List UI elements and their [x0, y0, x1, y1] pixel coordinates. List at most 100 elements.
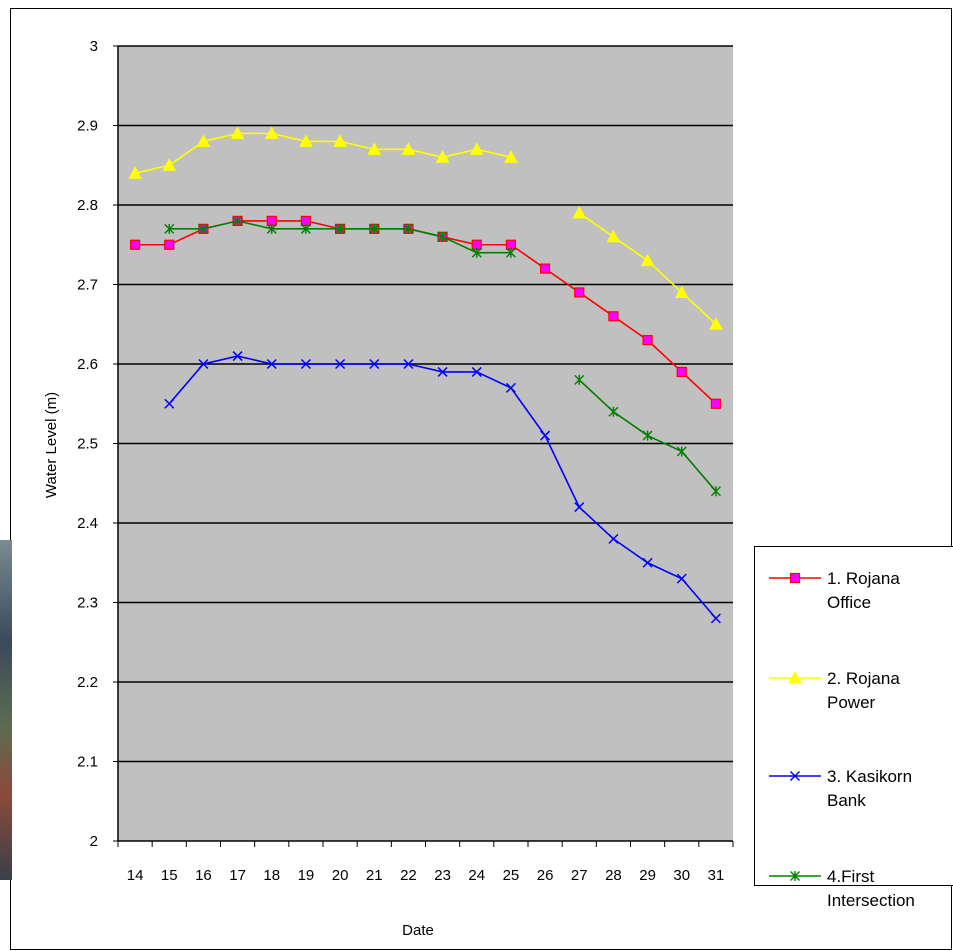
legend-label-line: 3. Kasikorn	[827, 767, 913, 786]
legend-label: 2. Rojana Power	[827, 667, 953, 715]
legend-item-rojana-power: 2. Rojana Power	[765, 667, 953, 727]
x-tick-label: 26	[537, 867, 554, 884]
data-point	[640, 253, 655, 267]
legend-label-line: 4.First	[827, 867, 875, 886]
legend-label: 1. Rojana Office	[827, 567, 953, 615]
legend-item-rojana-office: 1. Rojana Office	[765, 567, 953, 627]
legend-label-line: Office	[827, 593, 872, 612]
data-point	[608, 311, 619, 322]
data-point	[471, 366, 482, 377]
legend-label: 3. Kasikorn Bank	[827, 765, 953, 813]
data-point	[128, 166, 142, 179]
data-point	[164, 223, 175, 234]
data-point	[198, 358, 209, 370]
data-point	[198, 223, 209, 234]
data-point	[674, 285, 689, 298]
data-point	[266, 223, 277, 234]
y-tick-label: 2.5	[77, 436, 98, 453]
legend-item-kasikorn-bank: 3. Kasikorn Bank	[765, 765, 953, 825]
x-tick-label: 15	[161, 867, 178, 884]
y-tick-label: 2.2	[77, 674, 98, 691]
data-point	[162, 158, 177, 171]
x-tick-label: 16	[195, 867, 212, 884]
data-point	[574, 502, 585, 513]
gridlines	[118, 45, 733, 763]
data-point	[710, 486, 721, 497]
legend-key-kasikorn-bank	[769, 770, 821, 782]
data-point	[469, 142, 484, 155]
data-point	[129, 239, 141, 250]
y-tick-label: 2.3	[77, 595, 98, 612]
data-point	[642, 335, 653, 346]
data-point	[164, 239, 175, 250]
data-point	[299, 134, 313, 147]
x-axis-title: Date	[402, 922, 434, 939]
axes	[113, 45, 734, 847]
data-point	[505, 247, 516, 258]
data-point	[539, 263, 551, 274]
data-point	[676, 446, 687, 457]
data-point	[300, 223, 311, 234]
y-axis-title: Water Level (m)	[43, 392, 60, 498]
legend-item-first-intersection: 4.First Intersection	[765, 865, 953, 925]
y-tick-label: 2.7	[77, 277, 98, 294]
data-point	[676, 366, 687, 378]
data-point	[471, 247, 482, 258]
data-point	[608, 533, 619, 544]
data-point	[572, 205, 587, 219]
y-tick-label: 3	[90, 38, 98, 55]
legend-label-line: Bank	[827, 791, 866, 810]
x-tick-label: 28	[605, 867, 622, 884]
data-point	[232, 215, 243, 226]
data-point	[505, 382, 516, 393]
background-photo-strip	[0, 540, 12, 880]
y-tick-label: 2.8	[77, 197, 98, 214]
x-tick-label: 27	[571, 867, 588, 884]
data-point	[403, 223, 414, 234]
data-point	[196, 134, 211, 147]
data-point	[608, 406, 619, 417]
legend: 1. Rojana Office 2. Rojana Power 3. Kasi…	[754, 546, 953, 910]
x-tick-label: 20	[332, 867, 349, 884]
series-2-rojana-power	[128, 126, 723, 330]
x-tick-label: 14	[127, 867, 144, 884]
x-tick-label: 29	[639, 867, 656, 884]
tick-labels: 2 2.1 2.2 2.3 2.4 2.5 2.6 2.7 2.8 2.9 3 14 15 16 17 18 1…	[77, 38, 724, 884]
series-4-first-intersection	[164, 215, 721, 497]
x-tick-label: 19	[298, 867, 315, 884]
series-layer	[128, 126, 723, 624]
data-point	[403, 358, 414, 370]
legend-key-rojana-office	[769, 572, 821, 584]
data-point	[676, 573, 687, 584]
legend-key-marker	[789, 770, 801, 782]
y-tick-label: 2.4	[77, 515, 98, 532]
legend-label-line: 2. Rojana	[827, 669, 900, 688]
y-tick-label: 2.1	[77, 754, 98, 771]
data-point	[709, 317, 723, 330]
legend-label: 4.First Intersection	[827, 865, 953, 913]
data-point	[574, 287, 585, 298]
legend-key-marker	[789, 572, 801, 584]
legend-key-marker	[790, 871, 800, 881]
data-point	[642, 430, 653, 441]
data-point	[437, 366, 448, 377]
data-point	[710, 613, 721, 624]
data-point	[401, 142, 416, 155]
legend-key-first-intersection	[769, 871, 821, 881]
y-tick-label: 2.9	[77, 118, 98, 135]
x-tick-label: 21	[366, 867, 383, 884]
data-point	[369, 223, 380, 234]
legend-key-rojana-power	[769, 670, 821, 684]
data-point	[333, 134, 347, 147]
data-point	[437, 231, 448, 242]
data-point	[164, 398, 175, 409]
data-point	[230, 126, 245, 139]
data-point	[710, 398, 722, 409]
data-point	[606, 229, 621, 243]
data-point	[264, 126, 279, 139]
y-tick-label: 2.6	[77, 356, 98, 373]
x-tick-label: 17	[229, 867, 246, 884]
x-tick-label: 25	[503, 867, 520, 884]
data-point	[574, 374, 585, 385]
